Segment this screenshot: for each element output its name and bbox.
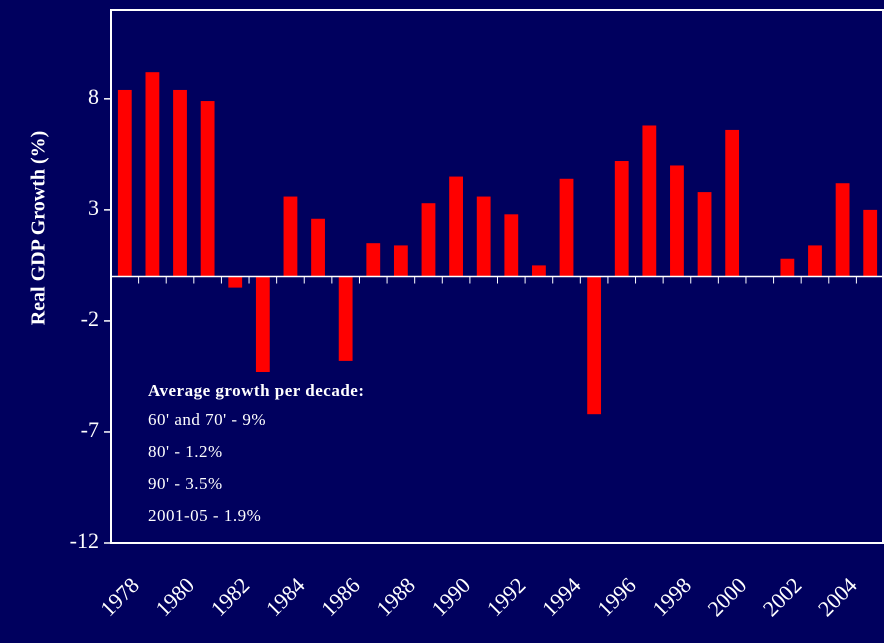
bar — [725, 129, 740, 277]
y-tick-label: 8 — [88, 84, 99, 109]
y-axis-title: Real GDP Growth (%) — [28, 131, 50, 326]
bar — [587, 276, 602, 415]
bar — [283, 196, 298, 277]
bar — [449, 176, 463, 277]
y-tick-label: -2 — [81, 306, 99, 331]
bar — [532, 265, 546, 277]
bar — [311, 218, 325, 277]
y-tick-label: -12 — [70, 528, 99, 553]
annotation-line: 90' - 3.5% — [148, 474, 223, 493]
bar — [173, 89, 187, 277]
bar — [421, 203, 436, 277]
annotation-line: 2001-05 - 1.9% — [148, 506, 261, 525]
annotation-line: 60' and 70' - 9% — [148, 410, 266, 429]
bar — [697, 192, 712, 277]
bar — [338, 276, 353, 361]
bar — [808, 245, 822, 277]
bar — [670, 165, 684, 277]
annotation-line: 80' - 1.2% — [148, 442, 223, 461]
bar — [393, 245, 408, 277]
bar — [228, 276, 243, 288]
bar — [780, 258, 795, 277]
bar — [863, 209, 878, 277]
bar — [255, 276, 270, 372]
bar — [642, 125, 657, 277]
annotation-title: Average growth per decade: — [148, 381, 364, 400]
bar — [835, 183, 850, 277]
bar — [366, 243, 381, 277]
bar — [200, 101, 215, 277]
bar — [476, 196, 491, 277]
y-tick-label: 3 — [88, 195, 99, 220]
bar — [614, 161, 629, 277]
bar — [559, 178, 574, 277]
bar — [117, 89, 132, 277]
bar — [504, 214, 519, 277]
bar — [145, 72, 160, 277]
y-tick-label: -7 — [81, 417, 99, 442]
